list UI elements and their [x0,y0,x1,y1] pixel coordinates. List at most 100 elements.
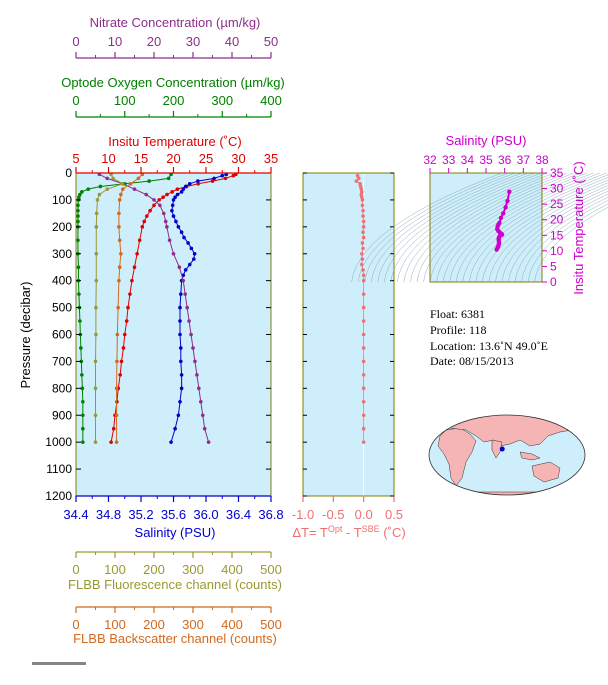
delta-point [357,176,361,181]
ts-point [507,189,512,194]
temperature-point [137,238,142,243]
oxygen-point [76,265,81,270]
salinity-point [220,173,225,178]
salinity-point [179,346,183,350]
salinity-point [171,214,176,218]
delta-point [361,268,365,272]
info-float: Float: 6381 [430,307,485,321]
density-contour [449,172,600,283]
oxygen-point [81,426,85,431]
salinity-point [174,219,178,224]
salinity-point [179,292,183,296]
density-contour [436,172,587,283]
density-contour [429,172,581,283]
oxygen-point [79,346,83,350]
ts-ytick-label: 15 [550,228,564,242]
temperature-point [121,346,126,350]
salinity-tick-label: 36.8 [258,507,283,522]
temperature-axis-label: Insitu Temperature (˚C) [108,134,241,149]
oxygen-axis-label: Optode Oxygen Concentration (µm/kg) [61,75,285,90]
main-plot-background [76,173,271,496]
fluorescence-axis: 0 100 200 300 400 500 [72,551,282,577]
salinity-tick-label: 35.6 [161,507,186,522]
float-location-marker [499,446,505,452]
pressure-tick-label: 300 [52,247,72,261]
map-land-antarctica [429,491,585,495]
fluorescence-point [94,278,99,283]
density-contour [377,172,529,283]
temperature-tick-label: 35 [264,151,278,166]
salinity-tick-label: 34.4 [63,507,88,522]
backscatter-axis-label: FLBB Backscatter channel (counts) [73,631,277,646]
temperature-point [132,265,137,270]
backscatter-tick-label: 0 [72,617,79,632]
density-contour [462,174,608,283]
salinity-point [187,262,192,267]
density-contour [390,172,542,283]
nitrate-point [167,238,172,243]
fluorescence-point [95,198,100,202]
salinity-point [178,305,182,310]
delta-point [361,319,366,323]
nitrate-point [195,373,199,377]
map-land-north [429,415,447,423]
nitrate-point [189,332,193,337]
nitrate-point [177,265,182,270]
oxygen-point [81,413,85,418]
fluorescence-point [93,413,98,418]
salinity-axis-label: Salinity (PSU) [135,525,216,540]
temperature-point [161,195,165,200]
nitrate-point [161,211,166,216]
salinity-point [179,190,184,194]
density-contour [501,191,608,283]
salinity-point [179,373,184,377]
backscatter-point [114,413,119,418]
nitrate-tick-label: 20 [147,34,161,49]
oxygen-point [76,203,80,208]
oxygen-tick-label: 300 [211,93,233,108]
nitrate-point [183,292,187,296]
density-contour [482,182,608,283]
delta-point [361,346,366,350]
ts-point [498,215,504,221]
fluorescence-axis-label: FLBB Fluorescence channel (counts) [68,577,282,592]
salinity-point [169,440,173,444]
delta-axis: -1.0 -0.5 0.0 0.5 [292,172,403,522]
backscatter-point [119,251,123,256]
backscatter-point [115,332,120,337]
fluorescence-point [93,359,98,364]
main-plot-marks [76,172,238,444]
nitrate-axis: 0 10 20 30 40 50 [72,34,278,59]
temperature-point [175,187,180,191]
ts-xtick-label: 33 [442,153,456,167]
ts-point [503,205,508,210]
ts-xtick-label: 32 [423,153,437,167]
density-contour [534,207,608,283]
salinity-point [170,203,175,208]
salinity-point [179,230,184,235]
delta-point [355,173,360,178]
salinity-point [176,413,181,418]
pressure-axis-label: Pressure (decibar) [18,282,33,389]
temperature-point [142,219,147,224]
fluorescence-tick-label: 100 [104,562,126,577]
oxygen-point [78,319,82,323]
salinity-point [181,187,186,191]
delta-point [361,225,366,229]
float-info: Float: 6381 Profile: 118 Location: 13.6˚… [430,307,548,368]
delta-point [358,184,363,189]
delta-tick-label: 0.0 [355,507,373,522]
nitrate-point [206,440,211,444]
salinity-point [173,195,177,200]
delta-point [361,386,366,391]
salinity-point [179,359,183,364]
salinity-point [171,198,176,202]
ts-plot: Salinity (PSU) 32 33 34 35 36 37 3805101520253… [351,133,608,295]
nitrate-point [171,251,176,256]
temperature-point [126,305,130,310]
temperature-point [135,251,139,256]
temperature-tick-label: 5 [72,151,79,166]
ts-ytick-label: 25 [550,197,564,211]
fluorescence-point [121,181,125,186]
